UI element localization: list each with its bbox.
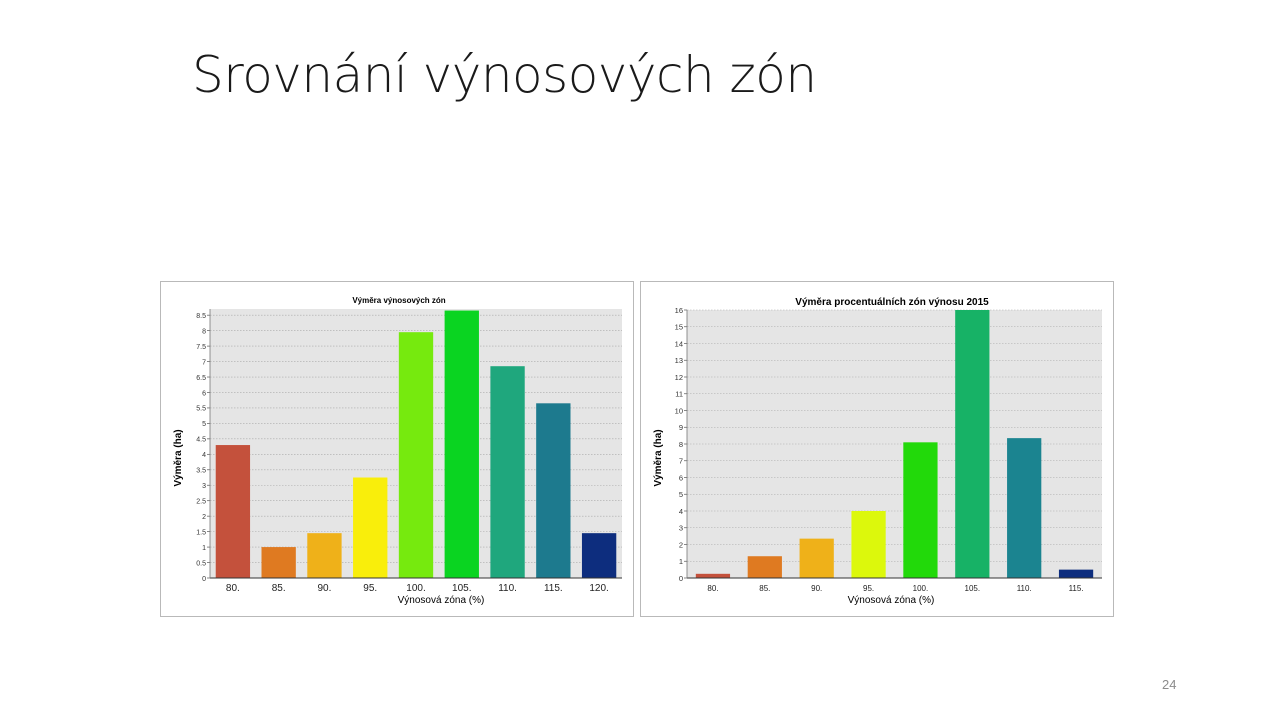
y-tick-label: 16	[675, 306, 683, 315]
bar-90	[799, 538, 834, 578]
y-tick-label: 6.5	[196, 375, 206, 382]
chart-title: Výměra výnosových zón	[352, 296, 445, 305]
x-tick-label: 110.	[498, 583, 517, 594]
y-tick-label: 10	[675, 406, 683, 415]
x-tick-label: 115.	[544, 583, 563, 594]
bar-120	[581, 533, 617, 578]
y-tick-label: 9	[679, 423, 683, 432]
y-axis-label: Výměra (ha)	[653, 429, 664, 486]
y-tick-label: 13	[675, 356, 683, 365]
chart-2: Výměra procentuálních zón výnosu 2015 Vý…	[653, 297, 1102, 606]
y-tick-label: 6	[679, 473, 683, 482]
y-tick-label: 3.5	[196, 468, 206, 475]
chart-panel-1: Výměra výnosových zón Výnosová zóna (%) …	[160, 281, 634, 617]
y-tick-label: 2.5	[196, 499, 206, 506]
y-tick-label: 3	[202, 483, 206, 490]
bar-105	[444, 310, 479, 578]
x-tick-label: 95.	[363, 583, 377, 594]
y-tick-label: 7	[679, 457, 683, 466]
x-tick-label: 120.	[589, 583, 608, 594]
x-axis-label: Výnosová zóna (%)	[848, 595, 935, 606]
x-tick-label: 110.	[1017, 584, 1032, 593]
y-tick-label: 2	[202, 514, 206, 521]
bar-80	[215, 445, 251, 578]
bar-90	[307, 533, 342, 578]
y-tick-label: 11	[675, 390, 683, 399]
x-tick-label: 115.	[1069, 584, 1084, 593]
slide-number: 24	[1162, 677, 1177, 692]
y-tick-label: 8	[679, 440, 683, 449]
x-tick-label: 95.	[863, 584, 874, 593]
bar-110	[490, 366, 525, 578]
y-tick-label: 4	[679, 507, 683, 516]
bar-115	[536, 403, 571, 578]
y-tick-label: 14	[675, 339, 683, 348]
y-tick-label: 5	[202, 421, 206, 428]
y-tick-label: 4.5	[196, 437, 206, 444]
y-tick-label: 6	[202, 390, 206, 397]
y-tick-label: 12	[675, 373, 683, 382]
y-tick-label: 1.5	[196, 529, 206, 536]
y-tick-label: 8	[202, 328, 206, 335]
bar-95	[851, 511, 886, 578]
x-tick-label: 100.	[913, 584, 929, 593]
chart-panel-2: Výměra procentuálních zón výnosu 2015 Vý…	[640, 281, 1114, 617]
bar-85	[747, 556, 782, 578]
bar-100	[903, 442, 938, 578]
y-tick-label: 0.5	[196, 560, 206, 567]
x-axis-label: Výnosová zóna (%)	[398, 595, 485, 606]
y-tick-label: 5.5	[196, 406, 206, 413]
chart-title: Výměra procentuálních zón výnosu 2015	[795, 297, 989, 308]
bar-95	[353, 477, 388, 578]
y-tick-label: 3	[679, 524, 683, 533]
bar-80	[695, 573, 731, 578]
x-tick-label: 85.	[272, 583, 286, 594]
x-tick-label: 80.	[707, 584, 718, 593]
y-tick-label: 7.5	[196, 344, 206, 351]
y-tick-label: 7	[202, 359, 206, 366]
chart-1: Výměra výnosových zón Výnosová zóna (%) …	[173, 296, 622, 606]
x-tick-label: 100.	[406, 583, 425, 594]
y-tick-label: 1	[202, 545, 206, 552]
y-tick-label: 2	[679, 540, 683, 549]
y-tick-label: 15	[675, 323, 683, 332]
x-tick-label: 80.	[226, 583, 240, 594]
x-tick-label: 105.	[452, 583, 471, 594]
y-tick-label: 0	[679, 574, 683, 583]
x-tick-label: 105.	[965, 584, 981, 593]
bar-115	[1058, 569, 1094, 578]
bar-100	[398, 332, 434, 578]
y-tick-label: 5	[679, 490, 683, 499]
bar-110	[1007, 438, 1042, 578]
slide-title: Srovnání výnosových zón	[192, 46, 817, 104]
x-tick-label: 90.	[811, 584, 822, 593]
x-tick-label: 90.	[317, 583, 331, 594]
y-tick-label: 8.5	[196, 313, 206, 320]
bar-85	[261, 547, 296, 578]
bar-105	[955, 310, 990, 578]
y-tick-label: 0	[202, 576, 206, 583]
y-tick-label: 1	[679, 557, 683, 566]
x-tick-label: 85.	[759, 584, 770, 593]
y-tick-label: 4	[202, 452, 206, 459]
y-axis-label: Výměra (ha)	[173, 429, 184, 486]
